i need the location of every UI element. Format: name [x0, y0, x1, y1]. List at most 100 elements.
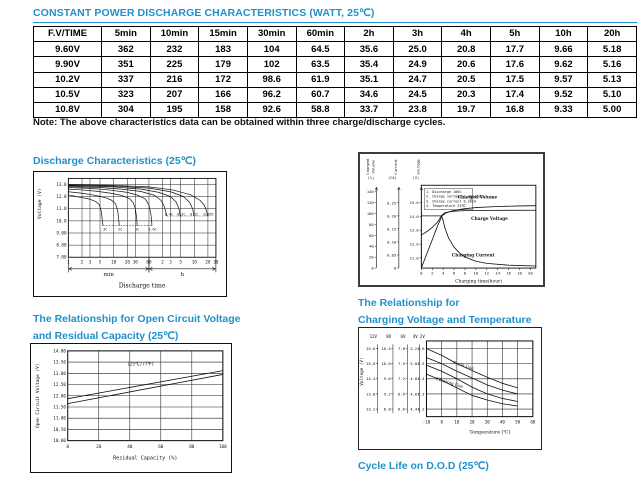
table-cell: 61.9	[295, 71, 346, 88]
svg-text:4.6: 4.6	[410, 391, 418, 396]
table-row: 9.90V 351 225 179 102 63.5 35.4 24.9 20.6 17.6 9.6…	[33, 56, 637, 73]
svg-text:0.1C: 0.1C	[190, 212, 198, 216]
table-cell: 166	[198, 86, 248, 103]
table-cell: 9.33	[538, 101, 589, 119]
section-title-ocv: The Relationship for Open Circuit Voltag…	[33, 311, 241, 345]
svg-text:10.4: 10.4	[381, 346, 391, 351]
section-title-cycle-life: Cycle Life on D.O.D (25℃)	[358, 460, 489, 472]
svg-text:11.0: 11.0	[410, 255, 420, 260]
svg-text:Voltage: Voltage	[416, 159, 420, 174]
table-header-cell: 2h	[344, 25, 394, 43]
svg-text:6.6: 6.6	[398, 406, 406, 411]
table-cell: 35.4	[344, 56, 394, 73]
svg-text:12V: 12V	[370, 334, 378, 339]
table-header-cell: 3h	[392, 25, 443, 43]
table-cell: 179	[198, 56, 248, 73]
cvt-chart-svg: -10 0 10 20 30 40 50 60 Temperature (℃) Voltage (…	[359, 334, 536, 436]
table-cell: 102	[246, 56, 297, 73]
svg-text:0.4C: 0.4C	[165, 212, 173, 216]
svg-text:8.00: 8.00	[56, 243, 67, 248]
table-cell: 9.60V	[33, 41, 102, 58]
svg-text:10.0: 10.0	[381, 361, 391, 366]
table-row: 10.5V 323 207 166 96.2 60.7 34.6 24.5 20.3 17.4 9.…	[33, 86, 637, 103]
svg-text:13.50: 13.50	[53, 360, 66, 365]
table-cell: 92.6	[246, 101, 297, 119]
svg-text:Cycle Use: Cycle Use	[452, 361, 475, 372]
open-circuit-voltage-chart: 0 20 40 60 80 100 14.00 13.50 13.00 12.50 12.00 11.…	[30, 343, 232, 473]
svg-text:2: 2	[431, 271, 433, 276]
table-cell: 216	[149, 71, 200, 88]
svg-text:40: 40	[127, 444, 133, 450]
svg-text:15.0: 15.0	[366, 361, 376, 366]
table-cell: 24.5	[392, 86, 443, 103]
svg-text:min: min	[103, 272, 114, 278]
svg-text:8: 8	[464, 271, 467, 276]
table-header-cell: 10min	[149, 25, 200, 43]
table-header-cell: 15min	[198, 25, 248, 43]
svg-text:0: 0	[440, 419, 443, 424]
svg-text:18: 18	[517, 271, 522, 276]
svg-text:3C: 3C	[103, 228, 107, 232]
svg-text:(V): (V)	[413, 176, 420, 180]
svg-text:80: 80	[189, 444, 195, 450]
svg-text:14.0: 14.0	[410, 214, 420, 219]
svg-text:80: 80	[369, 222, 374, 227]
table-cell: 33.7	[344, 101, 394, 119]
table-cell: 10.5V	[33, 86, 102, 103]
table-cell: 9.57	[538, 71, 589, 88]
svg-text:2C: 2C	[118, 228, 122, 232]
svg-text:3: 3	[169, 259, 172, 264]
svg-text:0.05: 0.05	[387, 252, 396, 257]
table-cell: 183	[198, 41, 248, 58]
svg-text:0: 0	[420, 271, 423, 276]
table-cell: 20.5	[441, 71, 491, 88]
svg-text:12.0: 12.0	[56, 194, 67, 199]
svg-text:Residual Capacity (%): Residual Capacity (%)	[113, 456, 177, 462]
table-cell: 64.5	[295, 41, 346, 58]
svg-text:2.3: 2.3	[417, 391, 425, 396]
svg-text:Voltage (V): Voltage (V)	[359, 357, 365, 385]
svg-text:12.0: 12.0	[410, 241, 420, 246]
table-cell: 24.7	[392, 71, 443, 88]
svg-text:(25℃/77℉): (25℃/77℉)	[127, 361, 154, 367]
table-cell: 232	[149, 41, 200, 58]
svg-text:6V: 6V	[401, 334, 406, 339]
svg-text:15.6: 15.6	[366, 346, 376, 351]
table-header-cell: 30min	[246, 25, 297, 43]
svg-text:60: 60	[369, 233, 374, 238]
table-header-cell: 5h	[490, 25, 540, 43]
svg-text:9.6: 9.6	[384, 376, 392, 381]
svg-text:0: 0	[371, 265, 374, 270]
table-cell: 9.52	[538, 86, 589, 103]
charging-voltage-temperature-chart: -10 0 10 20 30 40 50 60 Temperature (℃) Voltage (…	[358, 327, 542, 450]
table-cell: 10.2V	[33, 71, 102, 88]
svg-text:5: 5	[99, 259, 102, 264]
svg-text:10.50: 10.50	[53, 427, 66, 432]
svg-text:Current: Current	[394, 159, 398, 174]
section-title-discharge: Discharge Characteristics (25℃)	[33, 155, 196, 167]
table-cell: 20.6	[441, 56, 491, 73]
svg-text:140: 140	[367, 189, 375, 194]
svg-text:1C: 1C	[135, 228, 139, 232]
table-cell: 58.8	[295, 101, 346, 119]
svg-text:5.0: 5.0	[410, 361, 418, 366]
table-cell: 5.18	[587, 41, 637, 58]
svg-text:10: 10	[454, 419, 459, 424]
constant-power-table: F.V/TIME 5min 10min 15min 30min 60min 2h 3h 4h 5h…	[33, 25, 637, 119]
table-cell: 98.6	[246, 71, 297, 88]
svg-text:50: 50	[515, 419, 520, 424]
table-header-cell: 4h	[441, 25, 491, 43]
svg-text:0.05C: 0.05C	[204, 212, 214, 216]
table-row: 10.8V 304 195 158 92.6 58.8 33.7 23.8 19.7 16.8 9.…	[33, 101, 637, 119]
svg-text:13.2: 13.2	[366, 406, 375, 411]
svg-text:100: 100	[219, 444, 227, 450]
table-cell: 158	[198, 101, 248, 119]
svg-text:2V: 2V	[420, 334, 425, 339]
svg-text:5.2: 5.2	[410, 346, 417, 351]
table-body: 9.60V 362 232 183 104 64.5 35.6 25.0 20.8 17.7 9.6…	[33, 41, 637, 119]
svg-text:13.0: 13.0	[56, 182, 67, 187]
table-header-row: F.V/TIME 5min 10min 15min 30min 60min 2h 3h 4h 5h…	[33, 25, 637, 43]
svg-text:6: 6	[453, 271, 456, 276]
svg-text:6.9: 6.9	[398, 391, 406, 396]
table-cell: 17.7	[490, 41, 540, 58]
